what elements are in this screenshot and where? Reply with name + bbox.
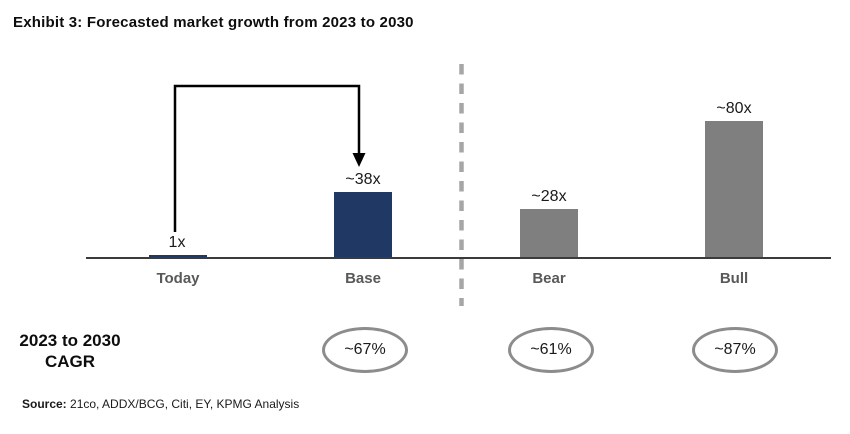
- bar-base: [334, 192, 392, 257]
- value-label-base: ~38x: [345, 171, 381, 189]
- category-label-base: Base: [345, 270, 381, 287]
- bar-bear: [520, 209, 578, 257]
- cagr-row-heading: 2023 to 2030 CAGR: [8, 330, 132, 372]
- cagr-value-base: ~67%: [344, 341, 386, 358]
- cagr-heading-line2: CAGR: [44, 352, 96, 371]
- category-label-today: Today: [156, 270, 200, 287]
- value-label-bull: ~80x: [716, 100, 752, 117]
- bar-bull: [705, 121, 763, 257]
- value-label-today: 1x: [168, 233, 186, 251]
- chart-title: Exhibit 3: Forecasted market growth from…: [13, 14, 414, 31]
- category-label-bull: Bull: [719, 270, 749, 287]
- growth-arrow-line: [173, 84, 361, 232]
- source-text: 21co, ADDX/BCG, Citi, EY, KPMG Analysis: [66, 397, 300, 411]
- source-prefix: Source:: [22, 397, 67, 411]
- cagr-oval-base: ~67%: [322, 327, 408, 373]
- growth-arrow-head-icon: [352, 153, 366, 167]
- cagr-value-bear: ~61%: [530, 341, 572, 358]
- bar-today: [149, 254, 207, 257]
- cagr-oval-bear: ~61%: [508, 327, 594, 373]
- cagr-oval-bull: ~87%: [692, 327, 778, 373]
- value-label-bear: ~28x: [531, 188, 567, 206]
- x-axis-baseline: [86, 257, 831, 259]
- source-note: Source: 21co, ADDX/BCG, Citi, EY, KPMG A…: [22, 397, 299, 411]
- cagr-heading-line1: 2023 to 2030: [19, 331, 121, 350]
- cagr-value-bull: ~87%: [714, 341, 756, 358]
- category-label-bear: Bear: [532, 270, 566, 287]
